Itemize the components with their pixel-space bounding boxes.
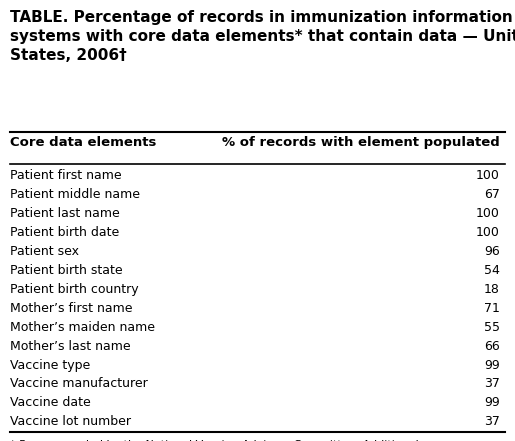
Text: 66: 66 [484, 340, 500, 352]
Text: 71: 71 [484, 302, 500, 314]
Text: 99: 99 [484, 396, 500, 409]
Text: Patient middle name: Patient middle name [10, 188, 140, 201]
Text: Patient sex: Patient sex [10, 245, 79, 258]
Text: 54: 54 [484, 264, 500, 277]
Text: Patient birth date: Patient birth date [10, 226, 119, 239]
Text: 18: 18 [484, 283, 500, 295]
Text: Vaccine date: Vaccine date [10, 396, 91, 409]
Text: Mother’s maiden name: Mother’s maiden name [10, 321, 156, 333]
Text: 55: 55 [484, 321, 500, 333]
Text: 99: 99 [484, 359, 500, 371]
Text: Mother’s first name: Mother’s first name [10, 302, 133, 314]
Text: 100: 100 [476, 207, 500, 220]
Text: % of records with element populated: % of records with element populated [222, 136, 500, 149]
Text: Vaccine type: Vaccine type [10, 359, 91, 371]
Text: 100: 100 [476, 169, 500, 182]
Text: Patient last name: Patient last name [10, 207, 120, 220]
Text: Vaccine manufacturer: Vaccine manufacturer [10, 377, 148, 390]
Text: Vaccine lot number: Vaccine lot number [10, 415, 131, 428]
Text: Mother’s last name: Mother’s last name [10, 340, 131, 352]
Text: 37: 37 [484, 415, 500, 428]
Text: Patient birth country: Patient birth country [10, 283, 139, 295]
Text: TABLE. Percentage of records in immunization information
systems with core data : TABLE. Percentage of records in immuniza… [10, 10, 515, 63]
Text: Patient first name: Patient first name [10, 169, 122, 182]
Text: 67: 67 [484, 188, 500, 201]
Text: 96: 96 [484, 245, 500, 258]
Text: 37: 37 [484, 377, 500, 390]
Text: Core data elements: Core data elements [10, 136, 157, 149]
Text: * Recommended by the National Vaccine Advisory Committee. Additional
  informati: * Recommended by the National Vaccine Ad… [10, 440, 419, 441]
Text: Patient birth state: Patient birth state [10, 264, 123, 277]
Text: 100: 100 [476, 226, 500, 239]
